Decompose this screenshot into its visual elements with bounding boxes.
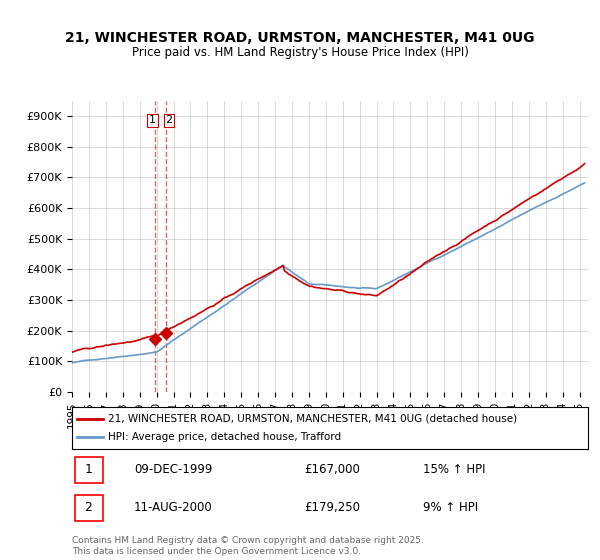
- Text: £167,000: £167,000: [304, 463, 360, 476]
- Text: 1: 1: [85, 463, 92, 476]
- Text: 11-AUG-2000: 11-AUG-2000: [134, 501, 212, 514]
- Text: HPI: Average price, detached house, Trafford: HPI: Average price, detached house, Traf…: [108, 432, 341, 442]
- FancyBboxPatch shape: [74, 458, 103, 483]
- Text: Contains HM Land Registry data © Crown copyright and database right 2025.
This d: Contains HM Land Registry data © Crown c…: [72, 536, 424, 556]
- FancyBboxPatch shape: [74, 496, 103, 521]
- Text: Price paid vs. HM Land Registry's House Price Index (HPI): Price paid vs. HM Land Registry's House …: [131, 46, 469, 59]
- Text: 21, WINCHESTER ROAD, URMSTON, MANCHESTER, M41 0UG (detached house): 21, WINCHESTER ROAD, URMSTON, MANCHESTER…: [108, 414, 517, 424]
- Text: £179,250: £179,250: [304, 501, 360, 514]
- Text: 15% ↑ HPI: 15% ↑ HPI: [423, 463, 485, 476]
- Text: 21, WINCHESTER ROAD, URMSTON, MANCHESTER, M41 0UG: 21, WINCHESTER ROAD, URMSTON, MANCHESTER…: [65, 31, 535, 45]
- Text: 2: 2: [85, 501, 92, 514]
- Text: 09-DEC-1999: 09-DEC-1999: [134, 463, 212, 476]
- Text: 2: 2: [166, 115, 173, 125]
- Text: 1: 1: [149, 115, 156, 125]
- Text: 9% ↑ HPI: 9% ↑ HPI: [423, 501, 478, 514]
